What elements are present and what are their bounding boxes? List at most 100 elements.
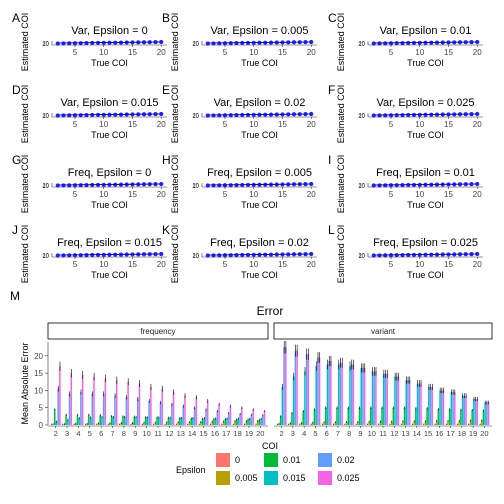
y-axis-title: Estimated COI (170, 155, 180, 214)
x-tick-label: 4 (302, 429, 306, 438)
x-axis-title: True COI (241, 200, 278, 210)
data-point (406, 252, 411, 258)
x-tick-label: 11 (154, 429, 162, 438)
data-point (240, 112, 245, 118)
data-point (222, 253, 228, 258)
y-axis-title: Estimated COI (170, 85, 180, 144)
panel-label: C (328, 11, 337, 25)
bar (245, 421, 248, 425)
data-point (383, 253, 388, 258)
data-point (411, 40, 417, 46)
bar (463, 395, 466, 425)
x-tick-label: 10 (368, 429, 376, 438)
bar (416, 383, 419, 425)
data-point (118, 182, 124, 187)
panel-label: J (12, 223, 18, 237)
data-point (211, 113, 216, 118)
data-point (400, 112, 405, 118)
data-point (286, 182, 291, 187)
bar (341, 362, 343, 425)
bar (159, 402, 162, 425)
bar (262, 415, 264, 425)
bar (281, 386, 284, 425)
bar (285, 347, 287, 425)
x-axis-title: True COI (407, 270, 444, 280)
bar (450, 392, 453, 425)
data-point (205, 253, 210, 258)
x-tick-label: 10 (415, 120, 424, 129)
y-tick-label: 20 (42, 113, 49, 119)
bar (424, 421, 427, 425)
x-tick-label: 15 (128, 260, 137, 269)
x-tick-label: 15 (444, 260, 453, 269)
bar (363, 367, 366, 425)
bar (241, 407, 243, 425)
x-tick-label: 5 (389, 190, 394, 199)
data-point (124, 252, 129, 257)
bar (201, 418, 204, 425)
x-tick-label: 13 (177, 429, 185, 438)
y-axis-title: Estimated COI (20, 225, 30, 284)
data-point (153, 181, 158, 187)
bar (375, 371, 377, 425)
data-point (90, 40, 95, 46)
data-point (388, 41, 394, 46)
data-point (211, 253, 216, 258)
bar (405, 380, 408, 425)
data-point (136, 112, 141, 117)
bar (248, 418, 251, 425)
facet-strip (273, 322, 493, 340)
bar (318, 357, 321, 425)
x-tick-label: 5 (223, 260, 228, 269)
legend-label: 0 (235, 455, 240, 465)
data-point (55, 41, 60, 46)
data-point (222, 183, 228, 188)
data-point (309, 251, 314, 257)
bar (337, 364, 340, 425)
x-axis-title: True COI (91, 270, 128, 280)
data-point (107, 40, 112, 45)
bar (167, 417, 170, 425)
chart-title: Error (257, 304, 284, 318)
bar (138, 383, 141, 425)
bar (304, 371, 306, 425)
y-tick-label: 20 (192, 183, 199, 189)
bar (362, 367, 364, 425)
data-point (475, 251, 480, 257)
bar (125, 397, 128, 425)
x-tick-label: 5 (389, 120, 394, 129)
data-point (211, 183, 216, 188)
data-point (268, 252, 274, 257)
y-tick-label: 10 (34, 386, 43, 395)
data-point (141, 40, 147, 45)
bar (184, 395, 186, 425)
data-point (234, 112, 239, 118)
bar (431, 386, 433, 425)
x-tick-label: 20 (157, 190, 166, 199)
data-point (245, 182, 251, 188)
bar (420, 383, 422, 425)
bar (53, 409, 56, 425)
data-point (95, 182, 101, 188)
legend-item: 0.025 (318, 471, 360, 485)
y-tick-label: 20 (42, 183, 49, 189)
x-axis-title: COI (262, 441, 278, 451)
data-point (446, 182, 451, 187)
data-point (423, 112, 428, 117)
data-point (228, 113, 233, 118)
x-tick-label: 16 (211, 429, 219, 438)
x-tick-label: 8 (347, 429, 351, 438)
data-point (90, 182, 95, 188)
data-point (388, 253, 394, 258)
data-point (124, 182, 129, 187)
data-point (136, 182, 141, 187)
data-point (72, 253, 78, 258)
data-point (303, 111, 308, 117)
data-point (297, 182, 302, 187)
bar (235, 419, 238, 425)
legend: Epsilon 0 0.005 0.01 0.015 0.02 0.025 (176, 453, 360, 485)
legend-swatch (264, 471, 278, 485)
panel-label: K (162, 223, 170, 237)
